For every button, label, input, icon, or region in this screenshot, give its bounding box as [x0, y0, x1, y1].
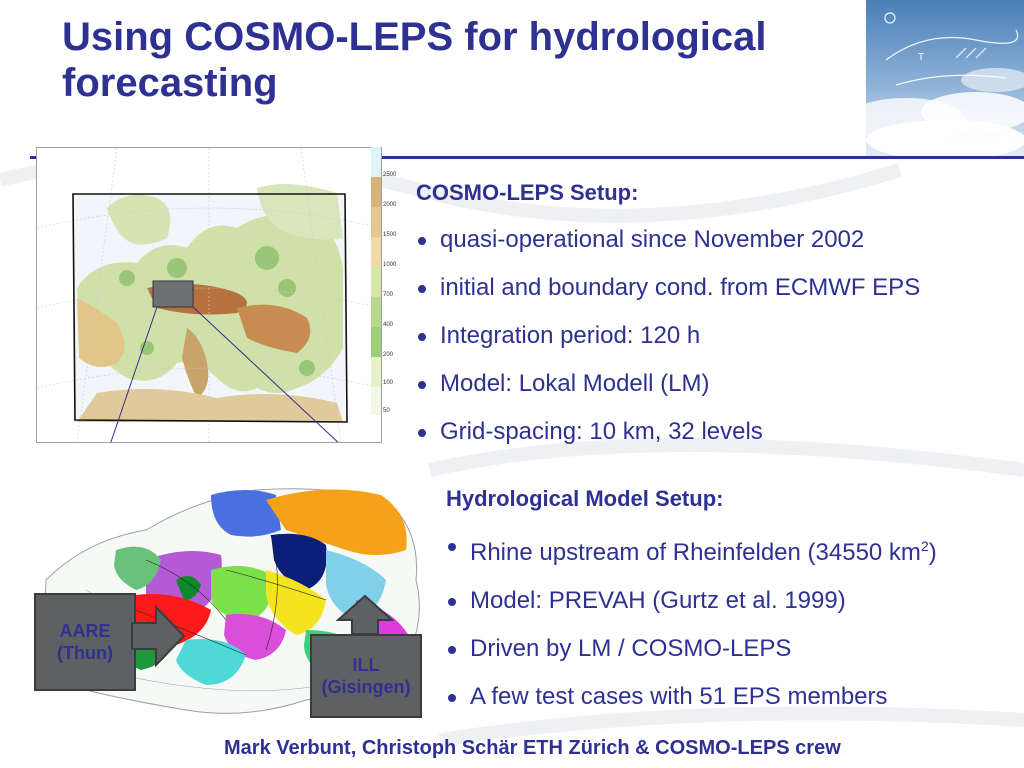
bullet-item: Rhine upstream of Rheinfelden (34550 km2…	[446, 532, 1022, 567]
aare-thun-callout: AARE (Thun)	[34, 593, 136, 691]
hydrological-model-setup: Hydrological Model Setup: Rhine upstream…	[446, 486, 1022, 731]
aare-sublabel: (Thun)	[57, 643, 113, 663]
sky-cloud-image: T H	[866, 0, 1024, 158]
aare-label: AARE	[59, 621, 111, 641]
arrow-up-icon	[336, 594, 394, 635]
author-credits: Mark Verbunt, Christoph Schär ETH Zürich…	[224, 737, 841, 759]
svg-text:T: T	[918, 52, 924, 63]
arrow-right-icon	[131, 605, 186, 667]
bullet-icon	[448, 543, 456, 551]
cosmo-leps-setup: COSMO-LEPS Setup: quasi-operational sinc…	[416, 180, 1016, 466]
title-underline	[30, 156, 1024, 159]
ill-label: ILL	[352, 655, 380, 675]
scale-label: 50	[383, 408, 390, 414]
bullet-item: initial and boundary cond. from ECMWF EP…	[416, 274, 1016, 302]
ill-gisingen-callout: ILL (Gisingen)	[310, 634, 422, 718]
bullet-icon	[418, 237, 426, 245]
bullet-icon	[418, 285, 426, 293]
scale-label: 400	[383, 322, 394, 328]
bullet-item: A few test cases with 51 EPS members	[446, 683, 1022, 711]
bullet-item: Model: PREVAH (Gurtz et al. 1999)	[446, 587, 1022, 615]
ill-sublabel: (Gisingen)	[321, 677, 411, 697]
bullet-item: Model: Lokal Modell (LM)	[416, 370, 1016, 398]
bullet-item: quasi-operational since November 2002	[416, 226, 1016, 254]
bullet-item: Grid-spacing: 10 km, 32 levels	[416, 418, 1016, 446]
bullet-icon	[418, 429, 426, 437]
title-line-2: forecasting	[62, 61, 278, 105]
bullet-icon	[448, 598, 456, 606]
bullet-item: Integration period: 120 h	[416, 322, 1016, 350]
scale-label: 100	[383, 380, 394, 386]
scale-label: 2500	[383, 172, 397, 178]
scale-label: 1000	[383, 262, 397, 268]
bullet-icon	[448, 646, 456, 654]
title-line-1: Using COSMO-LEPS for hydrological	[62, 15, 767, 59]
bullet-item: Driven by LM / COSMO-LEPS	[446, 635, 1022, 663]
scale-label: 700	[383, 292, 394, 298]
cosmo-setup-heading: COSMO-LEPS Setup:	[416, 180, 639, 205]
elevation-color-scale	[371, 147, 381, 415]
svg-text:H: H	[1000, 134, 1007, 145]
europe-domain-map	[26, 147, 388, 689]
bullet-icon	[418, 381, 426, 389]
bullet-icon	[448, 694, 456, 702]
scale-label: 200	[383, 352, 394, 358]
bullet-icon	[418, 333, 426, 341]
scale-label: 1500	[383, 232, 397, 238]
hydro-setup-heading: Hydrological Model Setup:	[446, 486, 724, 511]
slide-title: Using COSMO-LEPS for hydrological foreca…	[62, 14, 862, 106]
scale-label: 2000	[383, 202, 397, 208]
